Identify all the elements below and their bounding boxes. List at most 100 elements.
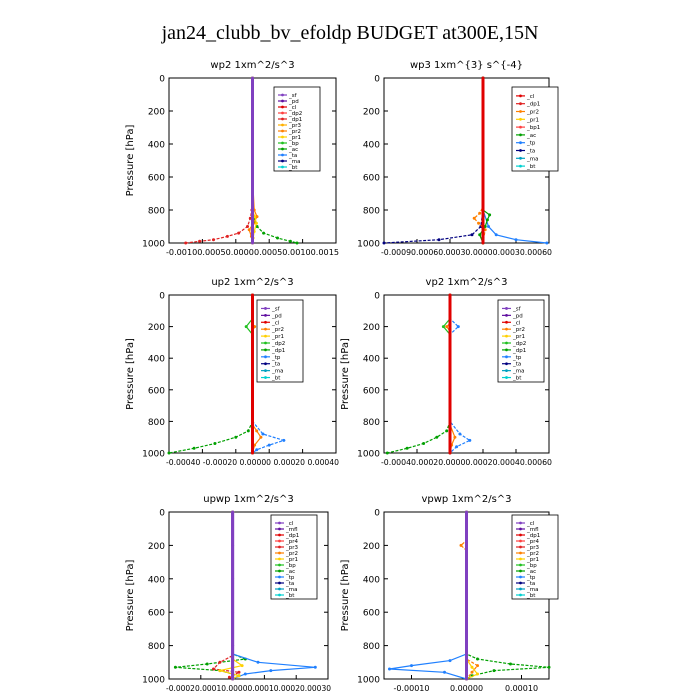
- data-point: [237, 670, 241, 674]
- legend-label: _ta: [512, 362, 521, 368]
- y-tick-label: 600: [363, 174, 380, 184]
- page-title: jan24_clubb_bv_efoldp BUDGET at300E,15N: [161, 22, 539, 44]
- y-tick-label: 400: [148, 355, 165, 365]
- data-point: [388, 667, 391, 671]
- legend-label: _mfl: [285, 527, 298, 533]
- legend-marker: [519, 141, 522, 145]
- legend-marker: [281, 117, 284, 121]
- x-tick-labels: -0.00090.00060.00030.00000.00030.00060: [381, 248, 552, 257]
- legend: _cl_mfl_dp1_pr4_pr3_pr2_pr1_bp_ac_tp_ta_…: [270, 514, 318, 600]
- legend-marker: [519, 149, 522, 152]
- data-point: [410, 664, 413, 668]
- legend-label: _pr2: [526, 110, 539, 116]
- series-line-tp: [389, 512, 468, 680]
- legend-label: _sf: [512, 306, 522, 312]
- legend-marker: [519, 539, 522, 543]
- data-point: [255, 429, 259, 433]
- legend-label: _ta: [288, 153, 297, 159]
- data-point: [225, 234, 229, 238]
- legend-label: _pr3: [526, 545, 540, 551]
- legend-marker: [281, 105, 284, 109]
- legend-label: _sf: [271, 306, 281, 312]
- y-axis-label: Pressure [hPa]: [125, 560, 136, 632]
- legend-marker: [519, 569, 522, 573]
- y-tick-label: 0: [374, 509, 380, 519]
- data-point: [476, 664, 479, 668]
- y-tick-label: 1000: [142, 450, 165, 460]
- data-point: [295, 241, 299, 245]
- legend-label: _pr4: [526, 539, 540, 545]
- y-tick-label: 400: [148, 141, 165, 151]
- legend-marker: [505, 307, 508, 310]
- y-tick-label: 800: [148, 642, 165, 652]
- series-line-pr1: [219, 512, 244, 680]
- y-tick-label: 600: [363, 609, 380, 619]
- legend-marker: [505, 348, 508, 352]
- legend-label: _bt: [526, 164, 536, 170]
- y-tick-label: 400: [148, 575, 165, 585]
- legend-label: _cl: [512, 320, 521, 326]
- y-tick-label: 600: [363, 386, 380, 396]
- legend-label: _pr2: [271, 327, 284, 333]
- series-line-ac: [479, 78, 491, 244]
- legend-label: _tp: [512, 355, 522, 361]
- legend-marker: [505, 369, 508, 373]
- legend-marker: [519, 156, 522, 160]
- legend-marker: [278, 569, 281, 573]
- data-point: [478, 211, 482, 215]
- legend-label: _tp: [526, 575, 536, 581]
- legend-label: _ta: [526, 149, 535, 155]
- legend-label: _cl: [285, 521, 294, 527]
- data-point: [468, 438, 472, 442]
- legend-label: _bt: [512, 376, 522, 382]
- legend-marker: [519, 593, 522, 597]
- data-point: [244, 325, 248, 329]
- legend-label: _ma: [285, 587, 297, 593]
- y-tick-label: 0: [159, 75, 165, 85]
- legend-marker: [519, 557, 522, 561]
- y-tick-label: 200: [363, 542, 380, 552]
- legend-label: _tp: [285, 575, 295, 581]
- legend-marker: [281, 147, 284, 151]
- legend-label: _pr1: [526, 557, 539, 563]
- legend-marker: [264, 327, 267, 331]
- legend-marker: [281, 165, 284, 169]
- data-point: [288, 239, 292, 243]
- legend-marker: [264, 307, 267, 310]
- legend-marker: [505, 341, 508, 345]
- legend-marker: [264, 348, 267, 352]
- y-axis-label: Pressure [hPa]: [125, 125, 136, 197]
- legend: _cl_mfl_dp1_pr4_pr3_pr2_pr1_bp_ac_tp_ta_…: [511, 514, 559, 600]
- data-point: [437, 238, 441, 242]
- legend-marker: [519, 102, 522, 106]
- legend-box: [256, 299, 304, 383]
- y-tick-label: 200: [148, 108, 165, 118]
- legend-label: _dp2: [288, 111, 302, 117]
- legend-marker: [278, 587, 281, 591]
- chart-panel-5: upwp 1xm^2/s^3 Pressure [hPa] 0 200 400 600 80…: [125, 494, 331, 693]
- legend-marker: [519, 164, 522, 168]
- legend-marker: [519, 581, 522, 585]
- data-point: [205, 662, 209, 666]
- data-point: [243, 672, 247, 676]
- x-tick-label: 0.00000: [450, 684, 483, 693]
- legend-marker: [281, 111, 284, 115]
- y-tick-label: 200: [363, 323, 380, 333]
- y-tick-label: 400: [363, 575, 380, 585]
- data-point: [282, 438, 286, 442]
- data-point: [470, 665, 474, 669]
- series-line-tp: [449, 295, 472, 454]
- data-point: [453, 435, 457, 439]
- plot-frame: [168, 511, 329, 680]
- legend-label: _pr2: [526, 551, 539, 557]
- legend-label: _dp1: [288, 117, 302, 123]
- plot-frame: [383, 294, 550, 454]
- data-point: [492, 669, 496, 673]
- data-point: [445, 429, 449, 433]
- legend-label: _pr2: [288, 129, 301, 135]
- data-point: [477, 221, 481, 225]
- legend-marker: [264, 320, 267, 324]
- series-line-dp1: [387, 295, 451, 454]
- data-point: [237, 231, 241, 235]
